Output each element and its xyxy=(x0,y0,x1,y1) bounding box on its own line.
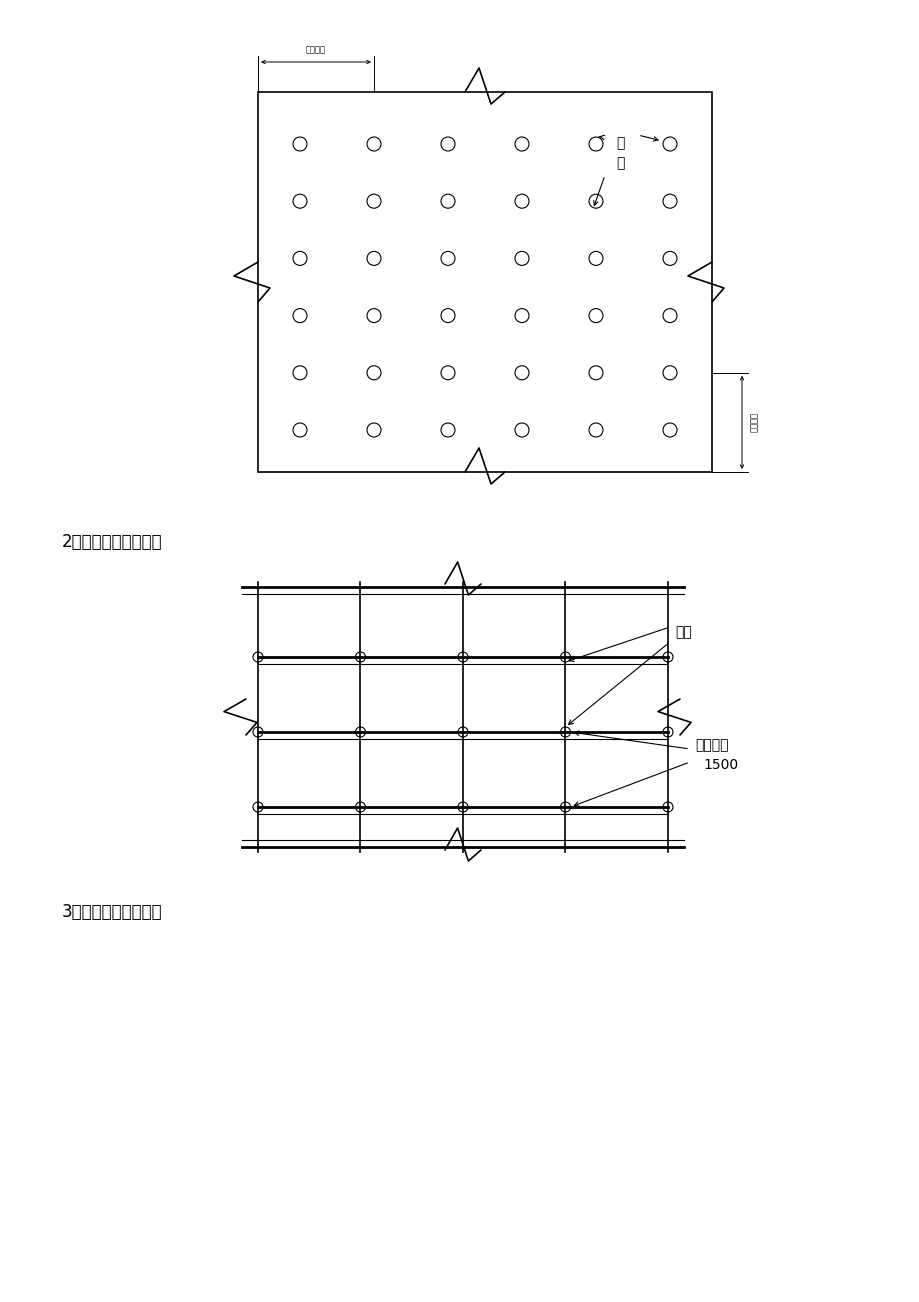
Text: 立杆间距: 立杆间距 xyxy=(306,46,325,53)
Text: 1500: 1500 xyxy=(702,758,737,772)
Text: 3、模架支设立面图：: 3、模架支设立面图： xyxy=(62,904,163,921)
Text: 2、模架支设剖面图：: 2、模架支设剖面图： xyxy=(62,533,163,551)
Bar xyxy=(257,92,711,473)
Text: 立杆间距: 立杆间距 xyxy=(749,413,758,432)
Text: 立杆: 立杆 xyxy=(675,625,691,639)
Text: 杆: 杆 xyxy=(615,156,623,171)
Text: 立: 立 xyxy=(615,135,623,150)
Text: 横杆步距: 横杆步距 xyxy=(694,738,728,753)
